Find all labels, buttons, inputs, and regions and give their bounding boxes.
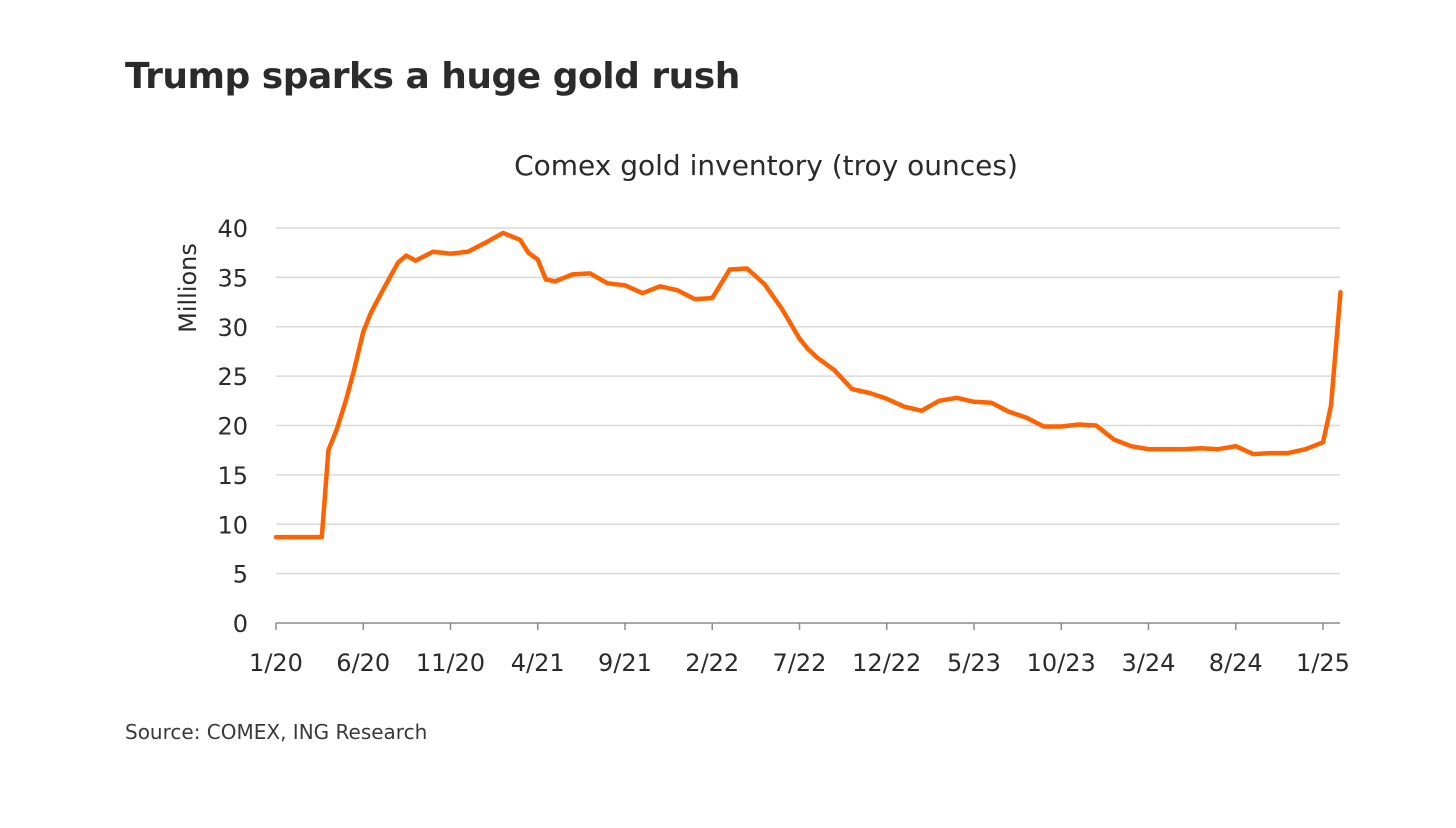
- line-chart: Comex gold inventory (troy ounces) Milli…: [174, 149, 1350, 677]
- y-axis-label: Millions: [174, 243, 202, 333]
- y-tick-label: 40: [217, 215, 248, 243]
- x-tick-label: 7/22: [773, 649, 827, 677]
- x-tick-label: 11/20: [416, 649, 485, 677]
- y-tick-label: 35: [217, 264, 248, 292]
- y-tick-label: 10: [217, 511, 248, 539]
- y-tick-label: 0: [233, 610, 248, 638]
- x-tick-labels: 1/20 6/20 11/20 4/21 9/21 2/22 7/22 12/22 5/23 10…: [249, 649, 1350, 677]
- x-tick-label: 1/25: [1296, 649, 1350, 677]
- x-axis: [275, 622, 1340, 630]
- x-tick-label: 2/22: [685, 649, 739, 677]
- x-tick-label: 10/23: [1027, 649, 1096, 677]
- gridlines: [276, 227, 1340, 575]
- headline: Trump sparks a huge gold rush: [125, 56, 740, 97]
- x-tick-label: 1/20: [249, 649, 303, 677]
- source-note: Source: COMEX, ING Research: [125, 720, 428, 744]
- y-tick-labels: 0 5 10 15 20 25 30 35 40: [217, 215, 248, 638]
- y-tick-label: 5: [233, 561, 248, 589]
- x-tick-label: 12/22: [852, 649, 921, 677]
- y-tick-label: 25: [217, 363, 248, 391]
- y-tick-label: 15: [217, 462, 248, 490]
- series-group: [273, 230, 1343, 540]
- y-tick-label: 20: [217, 413, 248, 441]
- x-tick-label: 6/20: [336, 649, 390, 677]
- chart-title: Comex gold inventory (troy ounces): [514, 149, 1018, 182]
- x-tick-label: 9/21: [598, 649, 652, 677]
- x-tick-label: 8/24: [1209, 649, 1263, 677]
- y-tick-label: 30: [217, 314, 248, 342]
- series-line: [273, 230, 1343, 540]
- x-tick-label: 4/21: [511, 649, 565, 677]
- x-tick-label: 5/23: [947, 649, 1001, 677]
- x-tick-label: 3/24: [1122, 649, 1176, 677]
